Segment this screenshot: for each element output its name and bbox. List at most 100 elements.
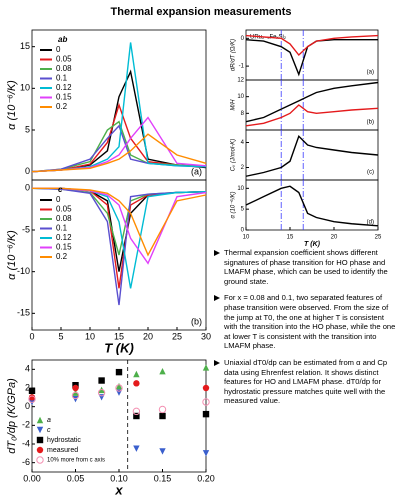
slide-title: Thermal expansion measurements (111, 6, 292, 18)
point (202, 450, 210, 457)
point (202, 410, 210, 418)
y-tick-label: 15 (20, 41, 30, 51)
legend-label: 0.15 (56, 243, 72, 252)
point (115, 382, 123, 390)
y-tick-label: 4 (241, 140, 245, 146)
y-axis-label: α (10⁻⁶/K) (6, 230, 18, 280)
x-tick-label: 25 (375, 235, 382, 241)
note: Thermal expansion coefficient shows diff… (214, 248, 396, 286)
note: For x = 0.08 and 0.1, two separated feat… (214, 293, 396, 351)
series-line (32, 187, 207, 257)
x-tick-label: 0 (29, 331, 34, 341)
series-line (31, 187, 207, 306)
x-tick-label: 25 (172, 331, 182, 341)
point (159, 368, 166, 375)
series-line (245, 134, 379, 177)
point (132, 407, 141, 416)
y-tick-label: -15 (17, 308, 30, 318)
series-line (245, 39, 378, 77)
panel-label: (b) (191, 316, 202, 326)
point (202, 364, 210, 371)
y-tick-label: 0 (241, 228, 245, 234)
x-tick-label: 20 (143, 331, 153, 341)
point (28, 394, 36, 401)
y-tick-label: 0 (25, 401, 30, 411)
y-axis-label: Cᵥ (J/mol-K) (231, 139, 237, 171)
panel-label: (b) (367, 120, 374, 126)
plot-frame (245, 179, 379, 231)
legend-label: 0.1 (56, 74, 68, 83)
plot-frame (31, 359, 207, 473)
legend-label: 0.08 (56, 64, 72, 73)
point (36, 416, 44, 424)
x-axis-label: T (K) (304, 241, 321, 248)
series-line (245, 34, 379, 57)
panel-label: (a) (367, 70, 374, 76)
x-tick-label: 0.05 (67, 473, 85, 483)
x-tick-label: 5 (58, 331, 63, 341)
point (133, 370, 140, 378)
y-tick-label: -4 (22, 438, 30, 448)
point (36, 426, 44, 434)
point (97, 388, 106, 397)
series-line (31, 133, 207, 173)
x-tick-label: 10 (243, 235, 250, 241)
series-line (245, 81, 379, 123)
point (98, 377, 105, 384)
legend-label: c (47, 427, 51, 434)
point (159, 412, 166, 420)
point (28, 387, 36, 394)
y-tick-label: 10 (237, 186, 244, 192)
legend-label: 0.05 (56, 55, 72, 64)
point (115, 368, 123, 376)
x-tick-label: 0.00 (23, 473, 41, 483)
point (159, 448, 166, 455)
y-tick-label: 2 (241, 165, 245, 171)
legend-label: 0.08 (56, 214, 72, 223)
x-tick-label: 0.10 (110, 473, 128, 483)
y-tick-label: 5 (25, 124, 30, 134)
x-tick-label: 0.20 (197, 473, 215, 483)
y-tick-label: 0 (25, 183, 30, 193)
legend-label: measured (47, 447, 78, 454)
y-axis-label: α (10⁻⁶/K) (230, 191, 237, 218)
x-tick-label: 15 (114, 331, 124, 341)
series-line (31, 102, 207, 173)
x-tick-label: 10 (85, 331, 95, 341)
point (133, 445, 140, 452)
x-tick-label: 30 (201, 331, 211, 341)
legend-label: 10% more from c axis (47, 458, 105, 464)
panel-label: (a) (191, 166, 202, 176)
point (158, 405, 167, 414)
point (71, 391, 80, 400)
note: Uniaxial dT0/dp can be estimated from α … (214, 358, 396, 406)
point (36, 446, 44, 454)
y-tick-label: -2 (22, 420, 30, 430)
point (133, 412, 140, 420)
series-line (245, 185, 379, 227)
y-tick-label: 4 (25, 364, 30, 374)
x-axis-label: x (114, 482, 123, 497)
y-tick-label: 0 (25, 166, 30, 176)
y-tick-label: 10 (20, 83, 30, 93)
legend-title: ab (58, 35, 67, 44)
point (36, 456, 44, 464)
y-axis-label: dT₀/dp (K/GPa) (6, 378, 18, 454)
y-tick-label: -5 (22, 224, 30, 234)
legend-label: 0.2 (56, 252, 68, 261)
legend-label: hydrostatic (47, 437, 81, 444)
point (115, 384, 123, 392)
legend-label: 0.05 (56, 205, 72, 214)
y-tick-label: 0 (241, 36, 245, 42)
point (72, 384, 79, 392)
y-axis-label: α (10⁻⁶/K) (6, 80, 18, 130)
legend-label: a (47, 417, 51, 424)
y-tick-label: 8 (241, 111, 245, 117)
point (72, 396, 79, 403)
legend-label: 0 (56, 45, 61, 54)
point (202, 384, 210, 392)
y-tick-label: -6 (22, 457, 30, 467)
point (202, 398, 210, 406)
